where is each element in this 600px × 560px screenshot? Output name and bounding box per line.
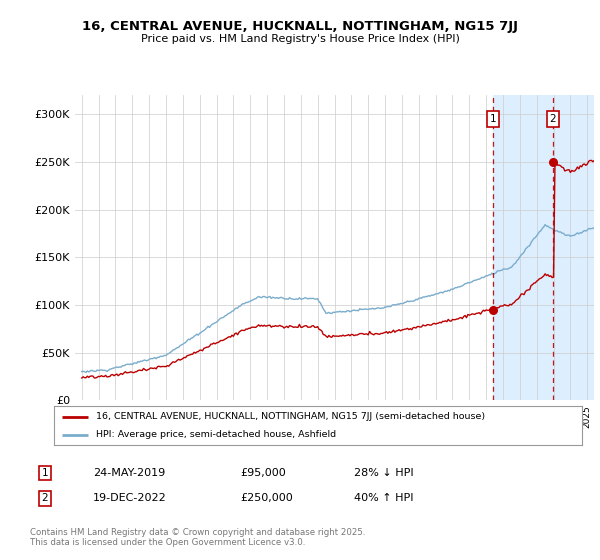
Text: 40% ↑ HPI: 40% ↑ HPI bbox=[354, 493, 413, 503]
Text: HPI: Average price, semi-detached house, Ashfield: HPI: Average price, semi-detached house,… bbox=[96, 430, 337, 439]
Text: 16, CENTRAL AVENUE, HUCKNALL, NOTTINGHAM, NG15 7JJ (semi-detached house): 16, CENTRAL AVENUE, HUCKNALL, NOTTINGHAM… bbox=[96, 412, 485, 421]
Bar bbox=[493, 95, 594, 400]
Text: 2: 2 bbox=[41, 493, 49, 503]
Text: Price paid vs. HM Land Registry's House Price Index (HPI): Price paid vs. HM Land Registry's House … bbox=[140, 34, 460, 44]
Text: 2: 2 bbox=[550, 114, 556, 124]
Text: 16, CENTRAL AVENUE, HUCKNALL, NOTTINGHAM, NG15 7JJ: 16, CENTRAL AVENUE, HUCKNALL, NOTTINGHAM… bbox=[82, 20, 518, 32]
Text: 28% ↓ HPI: 28% ↓ HPI bbox=[354, 468, 413, 478]
Text: £250,000: £250,000 bbox=[240, 493, 293, 503]
Text: £95,000: £95,000 bbox=[240, 468, 286, 478]
Text: 1: 1 bbox=[41, 468, 49, 478]
Text: Contains HM Land Registry data © Crown copyright and database right 2025.
This d: Contains HM Land Registry data © Crown c… bbox=[30, 528, 365, 547]
Text: 19-DEC-2022: 19-DEC-2022 bbox=[93, 493, 167, 503]
Text: 24-MAY-2019: 24-MAY-2019 bbox=[93, 468, 165, 478]
Text: 1: 1 bbox=[490, 114, 496, 124]
